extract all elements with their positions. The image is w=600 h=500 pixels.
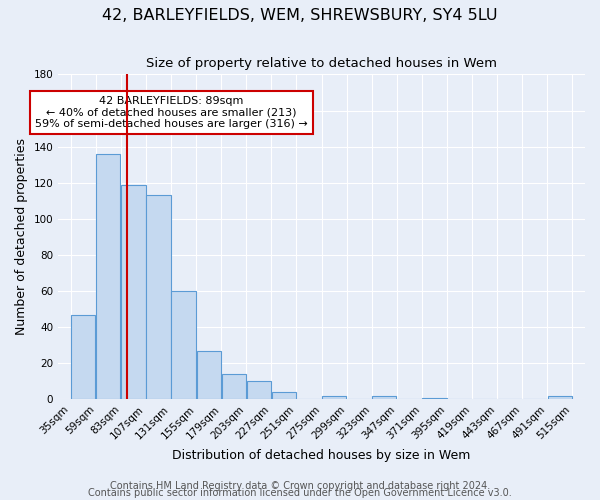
Bar [272,392,296,400]
Bar [422,398,446,400]
Bar [548,396,572,400]
Title: Size of property relative to detached houses in Wem: Size of property relative to detached ho… [146,58,497,70]
Bar [172,291,196,400]
Bar [372,396,397,400]
Bar [197,350,221,400]
Bar [322,396,346,400]
Text: 42, BARLEYFIELDS, WEM, SHREWSBURY, SY4 5LU: 42, BARLEYFIELDS, WEM, SHREWSBURY, SY4 5… [102,8,498,22]
Bar [96,154,121,400]
Bar [146,196,170,400]
X-axis label: Distribution of detached houses by size in Wem: Distribution of detached houses by size … [172,450,471,462]
Bar [221,374,246,400]
Text: 42 BARLEYFIELDS: 89sqm
← 40% of detached houses are smaller (213)
59% of semi-de: 42 BARLEYFIELDS: 89sqm ← 40% of detached… [35,96,308,129]
Text: Contains public sector information licensed under the Open Government Licence v3: Contains public sector information licen… [88,488,512,498]
Bar [71,314,95,400]
Text: Contains HM Land Registry data © Crown copyright and database right 2024.: Contains HM Land Registry data © Crown c… [110,481,490,491]
Bar [247,382,271,400]
Bar [121,184,146,400]
Y-axis label: Number of detached properties: Number of detached properties [15,138,28,336]
